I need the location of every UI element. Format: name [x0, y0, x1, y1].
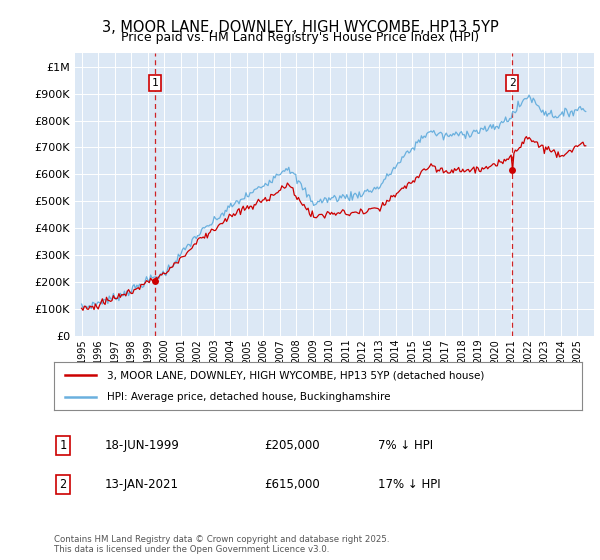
Text: 3, MOOR LANE, DOWNLEY, HIGH WYCOMBE, HP13 5YP: 3, MOOR LANE, DOWNLEY, HIGH WYCOMBE, HP1…	[101, 20, 499, 35]
Text: HPI: Average price, detached house, Buckinghamshire: HPI: Average price, detached house, Buck…	[107, 392, 391, 402]
Text: £615,000: £615,000	[264, 478, 320, 491]
Text: Contains HM Land Registry data © Crown copyright and database right 2025.
This d: Contains HM Land Registry data © Crown c…	[54, 535, 389, 554]
Text: 3, MOOR LANE, DOWNLEY, HIGH WYCOMBE, HP13 5YP (detached house): 3, MOOR LANE, DOWNLEY, HIGH WYCOMBE, HP1…	[107, 370, 484, 380]
Text: 2: 2	[59, 478, 67, 491]
Text: 13-JAN-2021: 13-JAN-2021	[105, 478, 179, 491]
Text: 18-JUN-1999: 18-JUN-1999	[105, 438, 180, 452]
Text: 1: 1	[152, 78, 159, 88]
Text: £205,000: £205,000	[264, 438, 320, 452]
Text: 7% ↓ HPI: 7% ↓ HPI	[378, 438, 433, 452]
Text: 1: 1	[59, 438, 67, 452]
Text: 2: 2	[509, 78, 515, 88]
Text: 17% ↓ HPI: 17% ↓ HPI	[378, 478, 440, 491]
Text: Price paid vs. HM Land Registry's House Price Index (HPI): Price paid vs. HM Land Registry's House …	[121, 31, 479, 44]
